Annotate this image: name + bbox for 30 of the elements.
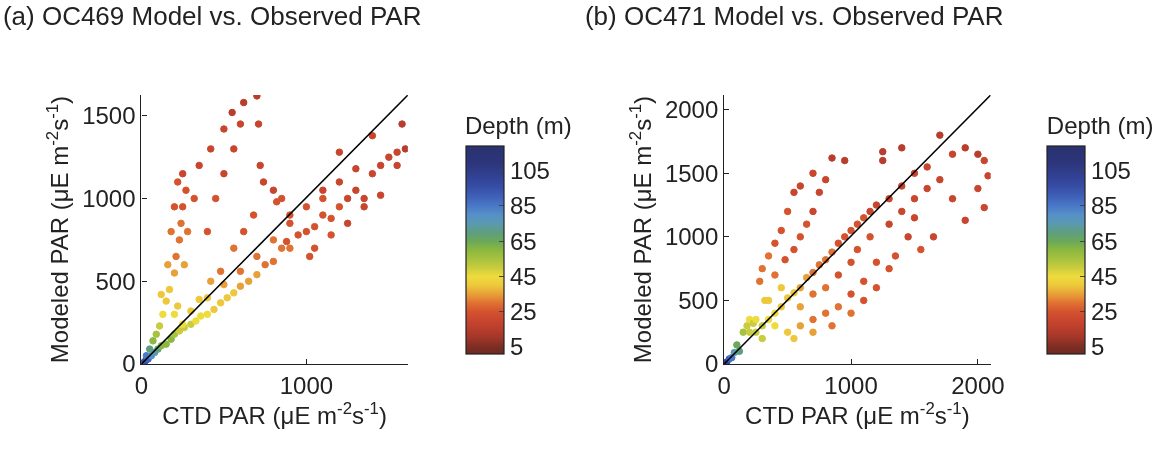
x-tick-label: 1000 bbox=[279, 371, 334, 399]
x-tick-label: 2000 bbox=[951, 371, 1005, 399]
y-tick-label: 0 bbox=[122, 350, 136, 378]
x-axis-title: CTD PAR (μE m$^{-2}$s$^{-1}$) bbox=[745, 398, 970, 429]
color-bar-label: 25 bbox=[1090, 298, 1118, 326]
color-bar-label: 45 bbox=[1090, 262, 1118, 290]
x-axis-title: CTD PAR (μE m$^{-2}$s$^{-1}$) bbox=[162, 398, 387, 429]
color-bar-label: 105 bbox=[509, 157, 550, 185]
y-tick-label: 2000 bbox=[664, 96, 719, 124]
y-tick-label: 1500 bbox=[664, 159, 719, 187]
color-bar-label: 85 bbox=[509, 192, 537, 220]
y-tick-label: 1000 bbox=[664, 223, 719, 251]
color-bar-title: Depth (m) bbox=[464, 112, 572, 140]
y-tick-label: 500 bbox=[95, 267, 136, 295]
color-bar-label: 85 bbox=[1090, 192, 1118, 220]
x-tick-label: 1000 bbox=[824, 371, 878, 399]
y-tick-label: 500 bbox=[678, 286, 719, 314]
color-bar-label: 5 bbox=[509, 333, 524, 361]
color-bar-label: 45 bbox=[509, 262, 537, 290]
color-bar-label: 25 bbox=[509, 298, 537, 326]
chart-title: (a) OC469 Model vs. Observed PAR bbox=[2, 1, 422, 32]
color-bar-label: 105 bbox=[1090, 157, 1131, 185]
color-bar-label: 65 bbox=[509, 227, 537, 255]
y-tick-label: 1000 bbox=[82, 184, 136, 212]
y-tick-label: 0 bbox=[704, 350, 719, 378]
color-bar-label: 5 bbox=[1090, 333, 1105, 361]
y-tick-label: 1500 bbox=[82, 102, 136, 130]
color-bar-label: 65 bbox=[1090, 227, 1118, 255]
chart-title: (b) OC471 Model vs. Observed PAR bbox=[584, 1, 1004, 32]
color-bar-title: Depth (m) bbox=[1046, 112, 1154, 140]
